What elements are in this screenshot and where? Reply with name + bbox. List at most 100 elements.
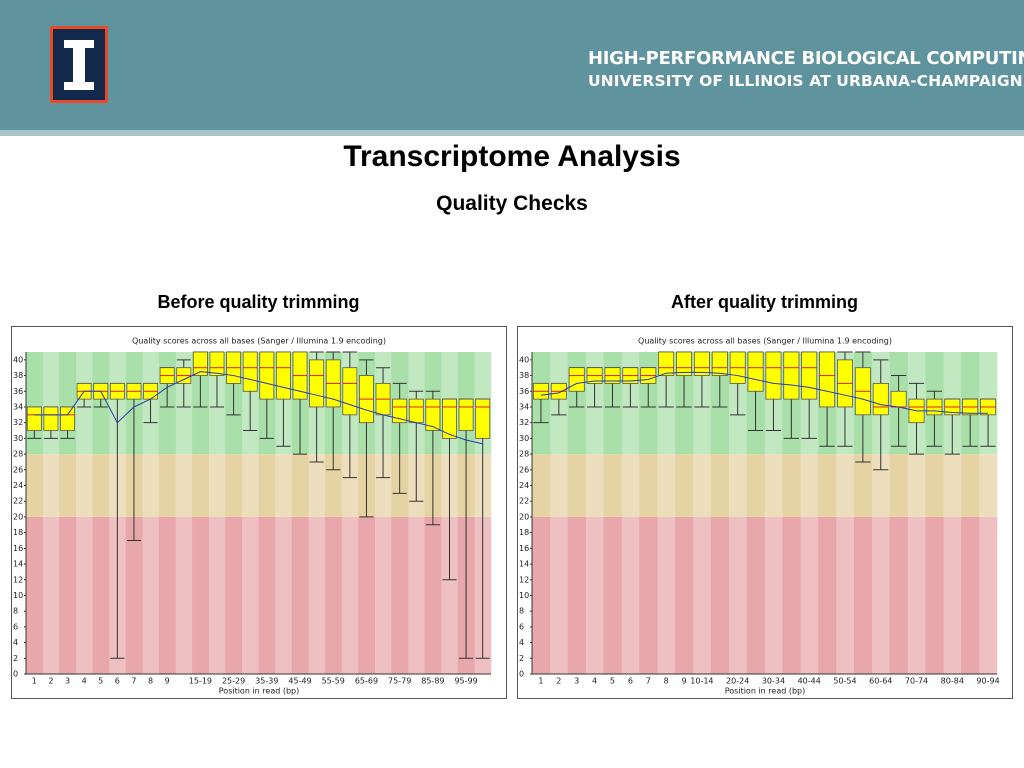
quality-band [532,516,551,674]
x-tick-label: 70-74 [905,677,928,686]
quality-band [639,454,658,517]
y-tick-label: 4 [519,638,524,647]
y-tick-label: 28 [519,450,529,459]
y-tick-label: 26 [519,465,529,474]
x-tick-label: 50-54 [833,677,856,686]
quality-band [585,516,604,674]
quality-band [764,516,783,674]
y-tick-label: 14 [519,560,529,569]
box [475,398,491,439]
whisker [586,383,603,408]
y-tick-label: 14 [13,560,23,569]
quality-band [853,516,873,674]
whisker [342,414,357,479]
quality-band [175,454,193,517]
quality-band [585,454,604,517]
quality-band [26,516,43,674]
quality-band [391,516,409,674]
quality-band [800,516,819,674]
x-tick-label: 20-24 [726,677,749,686]
box [242,351,258,392]
quality-band [657,516,676,674]
x-tick-label: 7 [646,677,651,686]
quality-band [241,454,259,517]
whisker [908,422,925,455]
header-line: UNIVERSITY OF ILLINOIS AT URBANA-CHAMPAI… [588,72,1023,90]
quality-band [746,454,765,517]
panel-heading: After quality trimming [670,292,858,312]
whisker [375,367,391,384]
x-tick-label: 30-34 [762,677,785,686]
quality-band [291,454,309,517]
y-tick-label: 2 [13,654,18,663]
whisker [891,406,907,447]
y-tick-label: 24 [519,481,529,490]
y-tick-label: 32 [519,418,529,427]
quality-band [26,454,43,517]
y-tick-label: 40 [13,355,23,364]
x-tick-label: 75-79 [388,677,411,686]
whisker [143,399,158,424]
quality-band [42,454,60,517]
box [43,406,59,431]
whisker [747,391,764,432]
x-tick-label: 10-14 [690,677,713,686]
quality-band [241,516,259,674]
y-tick-label: 28 [13,450,23,459]
whisker [409,390,424,400]
x-tick-label: 1 [538,677,543,686]
y-tick-label: 32 [13,418,23,427]
quality-band [225,454,243,517]
whisker [326,406,341,471]
y-tick-label: 30 [13,434,23,443]
quality-band [258,516,276,674]
quality-band [549,454,569,517]
whisker [425,430,440,526]
y-tick-label: 18 [519,528,529,537]
y-tick-label: 24 [13,481,23,490]
whisker [425,390,440,400]
quality-band [800,454,819,517]
y-tick-label: 16 [519,544,529,553]
y-tick-label: 6 [519,622,524,631]
quality-band [853,454,873,517]
box [783,351,800,400]
whisker [783,399,799,439]
x-tick-label: 9 [165,677,170,686]
box [747,351,764,392]
x-tick-label: 6 [628,677,633,686]
whisker [209,375,225,408]
y-tick-label: 38 [13,371,23,380]
quality-band [341,516,359,674]
quality-band [675,454,694,517]
whisker [309,406,324,463]
quality-band [782,454,801,517]
quality-band [142,516,160,674]
y-tick-label: 10 [13,591,23,600]
whisker [77,399,92,408]
quality-band [979,454,998,517]
quality-band [961,454,980,517]
quality-band [424,516,442,674]
whisker [409,422,424,502]
box [442,398,457,439]
box [60,406,75,431]
y-tick-label: 40 [519,355,529,364]
quality-band [603,454,622,517]
whisker [730,383,746,416]
x-tick-label: 15-19 [189,677,212,686]
quality-band [374,516,392,674]
whisker [658,375,674,408]
x-tick-label: 8 [664,677,669,686]
mean-line [34,371,483,445]
y-tick-label: 6 [13,622,18,631]
whisker [891,375,907,392]
y-tick-label: 12 [13,575,23,584]
quality-band [158,454,176,517]
whisker [837,351,853,360]
y-tick-label: 18 [13,528,23,537]
y-tick-label: 34 [13,402,23,411]
quality-band [675,516,694,674]
quality-band [358,516,376,674]
whisker [837,406,853,447]
